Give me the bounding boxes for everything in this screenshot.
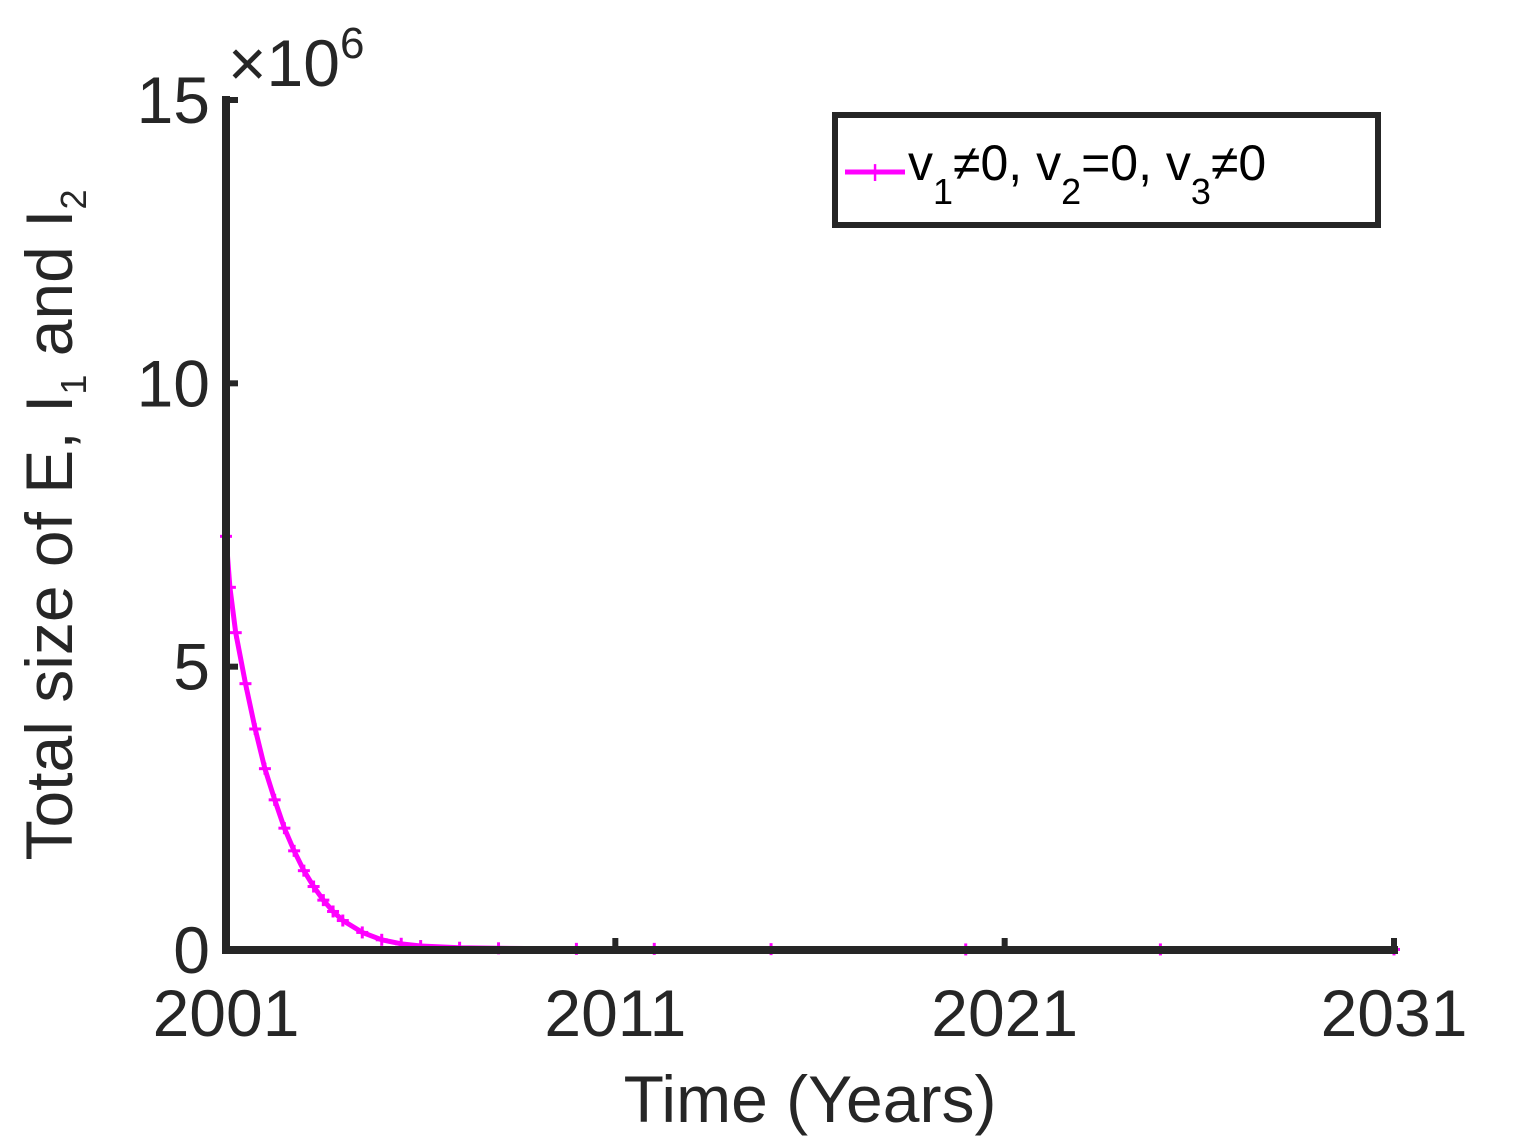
x-tick-label: 2021 (931, 976, 1078, 1050)
data-point (278, 822, 291, 835)
data-point (297, 864, 310, 877)
y-tick-label: 15 (137, 63, 210, 137)
data-point (249, 723, 262, 735)
legend: + v1≠0, v2=0, v3≠0 (832, 112, 1381, 228)
legend-entry-label: v1≠0, v2=0, v3≠0 (908, 135, 1266, 212)
x-tick-label: 2031 (1321, 976, 1468, 1050)
data-point (288, 844, 301, 857)
x-axis-label: Time (Years) (624, 1062, 997, 1136)
y-axis-label: Total size of E, I1 and I2 (12, 189, 94, 860)
data-point (375, 933, 388, 946)
y-tick-label: 0 (173, 913, 210, 987)
legend-marker-swatch: + (865, 154, 885, 192)
data-point (336, 914, 349, 927)
series-layer (220, 530, 1400, 956)
x-tick-label: 2001 (153, 976, 300, 1050)
data-point (239, 677, 252, 690)
y-tick-label: 5 (173, 630, 210, 704)
y-tick-label: 10 (137, 346, 210, 420)
axes-layer: 0 5 10 15 2001 2011 2021 2031 (137, 63, 1468, 1050)
y-axis-multiplier: ×106 (228, 19, 364, 100)
data-point (268, 793, 281, 806)
data-point (327, 905, 340, 918)
legend-box (832, 112, 1381, 228)
series-line (223, 536, 1394, 952)
data-point (258, 762, 271, 775)
x-tick-label: 2011 (544, 976, 686, 1050)
data-point (317, 894, 330, 907)
data-point (229, 626, 242, 639)
data-point (356, 926, 369, 939)
data-point (307, 880, 320, 893)
